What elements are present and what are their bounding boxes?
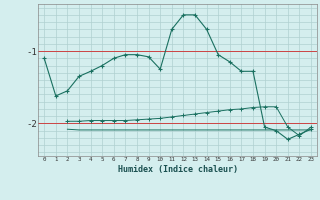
X-axis label: Humidex (Indice chaleur): Humidex (Indice chaleur) bbox=[118, 165, 238, 174]
